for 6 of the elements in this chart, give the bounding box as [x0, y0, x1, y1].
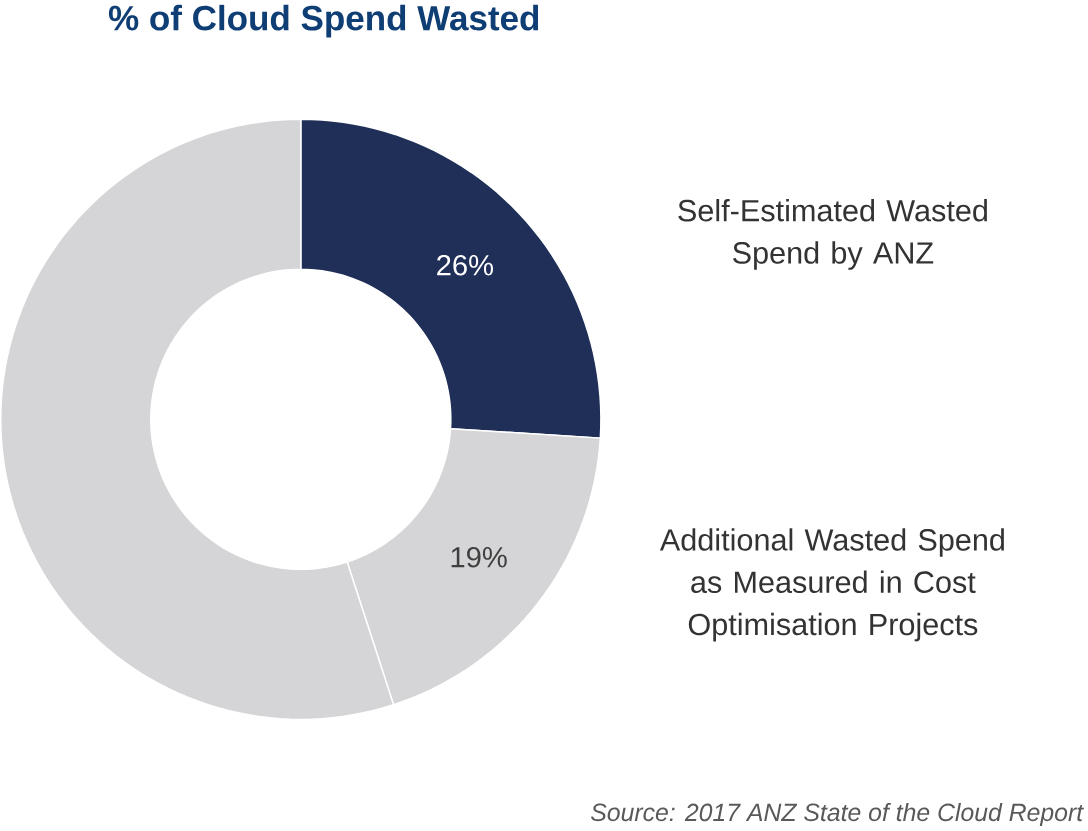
- data-label: 19%: [451, 546, 507, 568]
- source-note: Source: 2017 ANZ State of the Cloud Report: [590, 803, 1084, 827]
- chart-title: % of Cloud Spend Wasted: [108, 4, 539, 38]
- slice-label: Additional Wasted Spend as Measured in Cost Optimisation Projects: [659, 528, 1004, 642]
- slice-label: Self-Estimated Wasted Spend by ANZ: [678, 199, 987, 270]
- data-label: 26%: [437, 254, 493, 276]
